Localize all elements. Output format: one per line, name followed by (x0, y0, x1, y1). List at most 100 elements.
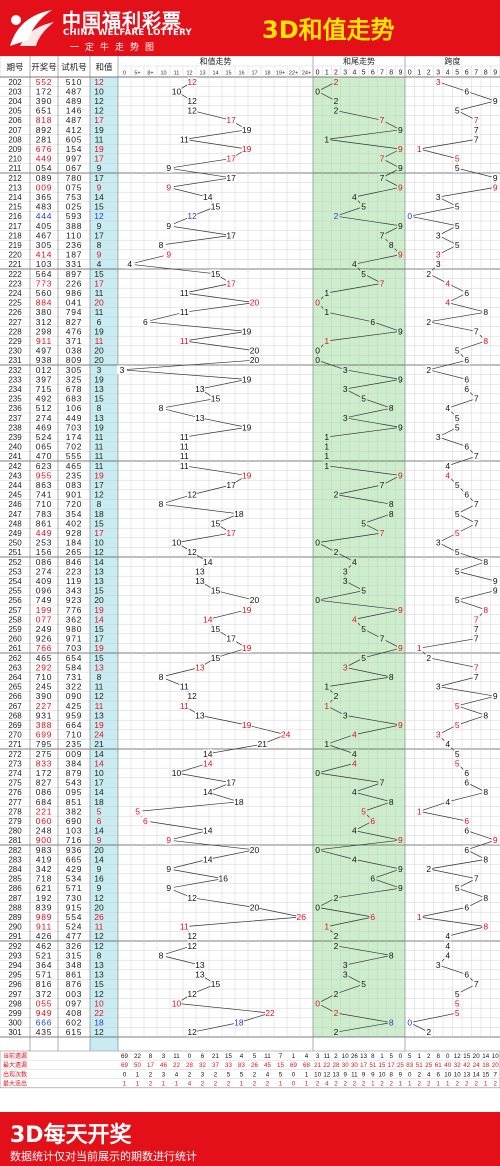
span-trend-mark: 8 (483, 605, 488, 615)
sum-trend-mark: 13 (195, 576, 205, 586)
sum-cell: 15 (94, 624, 104, 634)
sum-trend-mark: 22 (265, 1008, 275, 1018)
issue-cell: 207 (8, 126, 22, 135)
trial-cell: 236 (66, 240, 83, 250)
sum-cell: 20 (94, 355, 104, 365)
tail-trend-mark: 2 (334, 1027, 339, 1037)
stats-value: 2 (214, 1071, 218, 1078)
tail-trend-mark: 7 (380, 230, 385, 240)
stats-value: 12 (323, 1071, 330, 1078)
table-row: 244 863 083 17 (8, 480, 104, 490)
sum-trend-mark: 13 (195, 662, 205, 672)
tail-digit-label: 2 (334, 70, 338, 77)
sum-trend-mark: 17 (226, 778, 236, 788)
sum-cell: 13 (94, 576, 104, 586)
table-row: 285 718 534 16 (8, 874, 104, 884)
trial-cell: 449 (66, 413, 83, 423)
table-row: 279 060 690 6 (8, 816, 101, 826)
stats-value: 14 (482, 1053, 489, 1060)
prize-cell: 414 (36, 250, 53, 260)
prize-cell: 564 (36, 269, 53, 279)
span-trend-mark: 9 (493, 586, 498, 596)
prize-cell: 275 (36, 749, 53, 759)
sum-cell: 11 (95, 442, 104, 452)
sum-trend-mark: 10 (172, 998, 182, 1008)
table-row: 296 816 876 15 (8, 979, 104, 989)
sum-cell: 15 (94, 586, 104, 596)
sum-cell: 13 (94, 662, 104, 672)
tail-trend-mark: 4 (352, 826, 357, 836)
trial-cell: 876 (66, 979, 83, 989)
tail-trend-mark: 4 (352, 259, 357, 269)
issue-cell: 255 (8, 587, 22, 596)
sum-cell: 12 (94, 106, 104, 116)
span-trend-mark: 3 (436, 682, 441, 692)
tail-trend-mark: 6 (370, 816, 375, 826)
stats-value: 33 (225, 1062, 232, 1069)
sum-trend-mark: 17 (226, 634, 236, 644)
stats-value: 0 (292, 1071, 296, 1078)
sum-cell: 18 (94, 509, 104, 519)
stats-value: 11 (173, 1053, 180, 1060)
prize-cell: 281 (36, 134, 53, 144)
prize-cell: 676 (36, 144, 53, 154)
table-row: 295 571 861 13 (8, 970, 104, 980)
sum-trend-mark: 12 (187, 989, 197, 999)
trial-cell: 753 (66, 192, 83, 202)
table-row: 212 089 780 17 (8, 173, 104, 183)
span-trend-mark: 5 (455, 480, 460, 490)
table-row: 246 710 720 8 (8, 499, 101, 509)
span-trend-mark: 7 (474, 499, 479, 509)
stats-label: 最大连出 (3, 1080, 27, 1088)
issue-cell: 238 (8, 423, 22, 432)
footer-banner: 3D每天开奖 数据统计仅对当前展示的期数进行统计 (0, 1112, 500, 1166)
span-trend-mark: 4 (445, 739, 450, 749)
stats-value: 2 (201, 1081, 205, 1088)
sum-trend-mark: 11 (180, 307, 189, 317)
table-row: 274 172 879 10 (8, 768, 104, 778)
tail-trend-mark: 1 (324, 739, 329, 749)
tail-trend-mark: 1 (324, 701, 329, 711)
prize-cell: 009 (36, 182, 53, 192)
trial-cell: 174 (66, 432, 83, 442)
trial-cell: 103 (66, 826, 83, 836)
sum-cell: 12 (94, 96, 104, 106)
span-trend-mark: 4 (445, 278, 450, 288)
span-trend-mark: 6 (464, 826, 469, 836)
sum-trend-mark: 6 (143, 317, 148, 327)
tail-trend-mark: 9 (398, 470, 403, 480)
sum-trend-mark: 15 (211, 653, 221, 663)
sum-trend-mark: 14 (203, 826, 213, 836)
sum-cell: 11 (95, 682, 104, 692)
tail-trend-mark: 3 (343, 566, 348, 576)
trial-cell: 322 (66, 682, 83, 692)
prize-cell: 989 (36, 912, 53, 922)
sum-cell: 12 (94, 941, 104, 951)
issue-cell: 301 (8, 1028, 22, 1037)
stats-value: 8 (149, 1053, 153, 1060)
sum-cell: 6 (97, 816, 102, 826)
prize-cell: 773 (36, 278, 53, 288)
table-row: 281 900 716 9 (8, 835, 101, 845)
sum-cell: 12 (94, 547, 104, 557)
stats-value: 2 (253, 1081, 257, 1088)
span-trend-mark: 6 (464, 374, 469, 384)
prize-cell: 816 (36, 979, 53, 989)
issue-cell: 231 (8, 356, 22, 365)
sum-trend-mark: 11 (180, 461, 189, 471)
span-trend-mark: 3 (436, 730, 441, 740)
span-trend-mark: 7 (474, 662, 479, 672)
trial-cell: 615 (66, 1027, 83, 1037)
table-row: 213 009 075 9 (8, 182, 101, 192)
issue-cell: 276 (8, 788, 22, 797)
span-trend-mark: 7 (474, 614, 479, 624)
tail-trend-mark: 8 (389, 1018, 394, 1028)
tail-trend-mark: 9 (398, 720, 403, 730)
span-trend-mark: 2 (426, 653, 431, 663)
span-trend-mark: 4 (445, 797, 450, 807)
stats-value: 0 (123, 1071, 127, 1078)
tail-trend-mark: 5 (361, 653, 366, 663)
sum-cell: 20 (94, 902, 104, 912)
header-banner: 中国福利彩票 CHINA WELFARE LOTTERY 一定牛走势图 3D和值… (0, 0, 500, 56)
